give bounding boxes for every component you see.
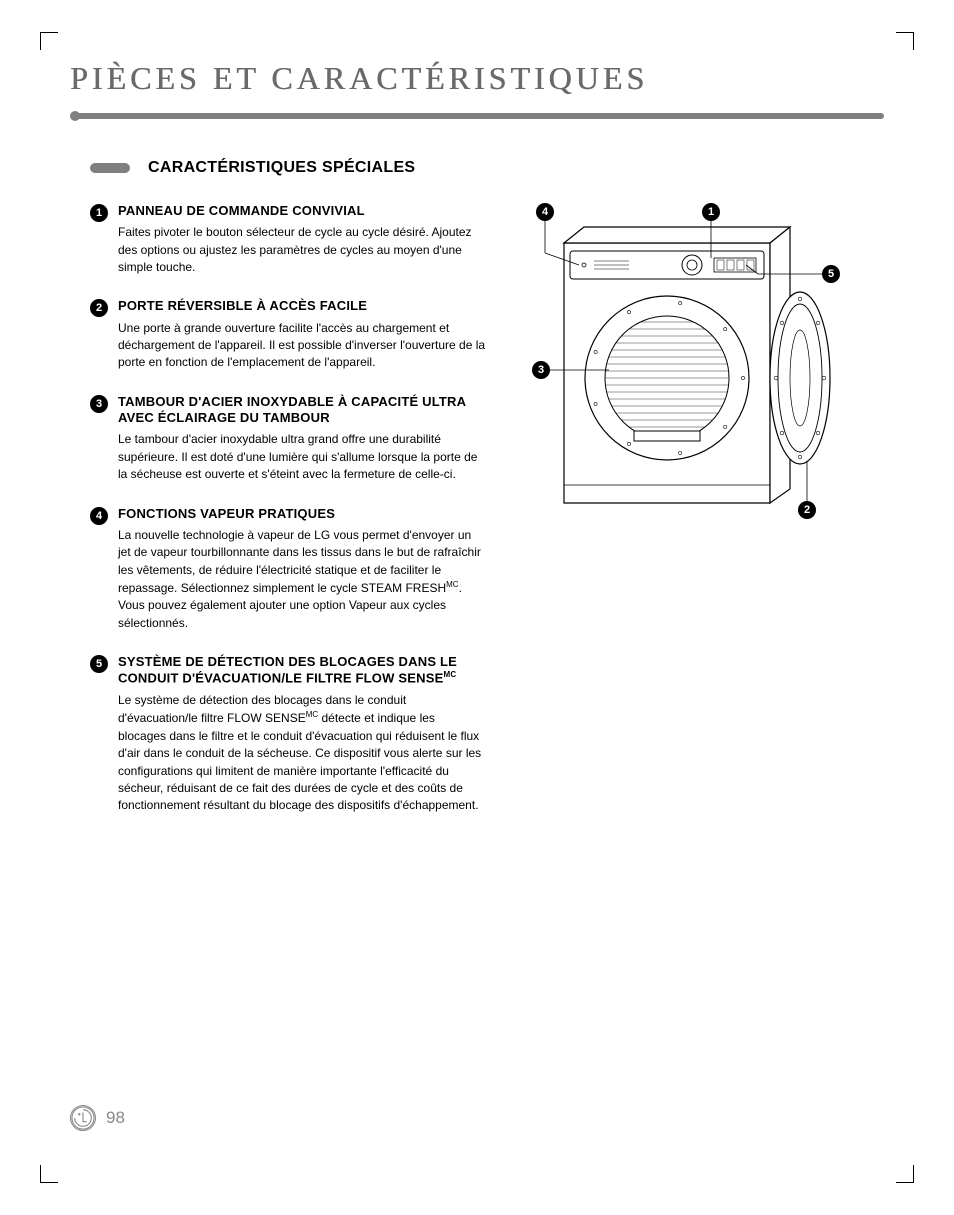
page-content: PIÈCES ET CARACTÉRISTIQUES CARACTÉRISTIQ… [70, 60, 884, 1155]
dryer-illustration [514, 203, 884, 533]
page-title: PIÈCES ET CARACTÉRISTIQUES [70, 60, 884, 97]
section-header: CARACTÉRISTIQUES SPÉCIALES [90, 159, 486, 177]
feature-title: PANNEAU DE COMMANDE CONVIVIAL [118, 203, 486, 219]
diagram-callout-badge: 4 [536, 203, 554, 221]
page-footer: 98 [70, 1105, 125, 1131]
feature-description: Une porte à grande ouverture facilite l'… [118, 320, 486, 372]
diagram-callout-badge: 2 [798, 501, 816, 519]
title-underline [70, 111, 884, 121]
feature-description: Le tambour d'acier inoxydable ultra gran… [118, 431, 486, 483]
feature-description: Le système de détection des blocages dan… [118, 692, 486, 815]
feature-item: 1 PANNEAU DE COMMANDE CONVIVIAL Faites p… [90, 203, 486, 276]
feature-title: FONCTIONS VAPEUR PRATIQUES [118, 506, 486, 522]
crop-mark [40, 1165, 58, 1183]
feature-title: PORTE RÉVERSIBLE À ACCÈS FACILE [118, 298, 486, 314]
feature-number-badge: 2 [90, 299, 108, 317]
feature-number-badge: 1 [90, 204, 108, 222]
dryer-diagram: 1 2 3 4 5 [514, 203, 884, 533]
feature-number-badge: 3 [90, 395, 108, 413]
feature-number-badge: 4 [90, 507, 108, 525]
crop-mark [40, 32, 58, 50]
features-column: CARACTÉRISTIQUES SPÉCIALES 1 PANNEAU DE … [90, 159, 486, 837]
feature-item: 2 PORTE RÉVERSIBLE À ACCÈS FACILE Une po… [90, 298, 486, 371]
crop-mark [896, 1165, 914, 1183]
lg-logo-icon [70, 1105, 96, 1131]
feature-item: 5 SYSTÈME DE DÉTECTION DES BLOCAGES DANS… [90, 654, 486, 815]
content-columns: CARACTÉRISTIQUES SPÉCIALES 1 PANNEAU DE … [70, 159, 884, 837]
diagram-column: 1 2 3 4 5 [514, 159, 884, 837]
crop-mark [896, 32, 914, 50]
section-title: CARACTÉRISTIQUES SPÉCIALES [148, 159, 415, 177]
feature-item: 3 TAMBOUR D'ACIER INOXYDABLE À CAPACITÉ … [90, 394, 486, 484]
feature-title: TAMBOUR D'ACIER INOXYDABLE À CAPACITÉ UL… [118, 394, 486, 427]
feature-description: Faites pivoter le bouton sélecteur de cy… [118, 224, 486, 276]
page-number: 98 [106, 1108, 125, 1128]
diagram-callout-badge: 3 [532, 361, 550, 379]
feature-item: 4 FONCTIONS VAPEUR PRATIQUES La nouvelle… [90, 506, 486, 633]
section-bullet [90, 163, 130, 173]
feature-description: La nouvelle technologie à vapeur de LG v… [118, 527, 486, 632]
feature-title: SYSTÈME DE DÉTECTION DES BLOCAGES DANS L… [118, 654, 486, 687]
feature-number-badge: 5 [90, 655, 108, 673]
diagram-callout-badge: 1 [702, 203, 720, 221]
diagram-callout-badge: 5 [822, 265, 840, 283]
